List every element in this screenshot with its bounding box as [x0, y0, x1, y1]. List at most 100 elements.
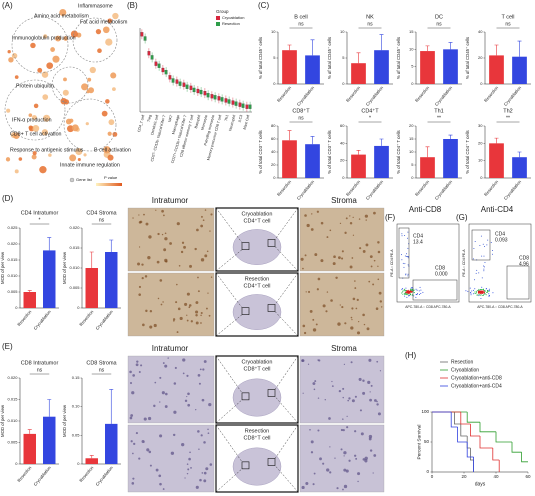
- cell-dot: [378, 291, 382, 295]
- micrograph: [299, 272, 385, 337]
- y-tick-label: 0: [77, 461, 80, 466]
- gene-node: [33, 103, 39, 109]
- event-dot: [416, 289, 418, 291]
- cell-dot: [148, 450, 152, 454]
- gene-node: [43, 114, 51, 122]
- event-dot: [402, 290, 404, 292]
- event-dot: [407, 290, 409, 292]
- image-label: Cryoablation: [242, 359, 273, 365]
- survival-step: [511, 442, 522, 453]
- error-bar: [89, 251, 94, 268]
- error-bar: [356, 149, 361, 155]
- event-dot: [413, 295, 415, 297]
- gene-node: [77, 157, 81, 162]
- x-tick-label: Resection: [483, 179, 500, 197]
- cell-dot: [313, 388, 316, 391]
- cell-dot: [177, 307, 181, 311]
- gene-node: [97, 48, 102, 54]
- cell-dot: [368, 437, 372, 441]
- y-tick-label: 0: [15, 461, 18, 466]
- gene-node: [50, 47, 56, 52]
- survival-step: [495, 431, 512, 443]
- box: [178, 81, 182, 86]
- event-dot: [469, 287, 471, 289]
- bar: [23, 433, 36, 464]
- cell-dot: [341, 305, 344, 309]
- event-dot: [478, 272, 480, 274]
- cell-dot: [320, 259, 324, 263]
- cell-dot: [186, 395, 188, 398]
- event-dot: [484, 290, 486, 292]
- cell-dot: [195, 314, 198, 317]
- event-dot: [402, 262, 404, 264]
- cell-dot: [368, 280, 371, 283]
- legend-title: Group: [216, 9, 229, 14]
- y-axis-label: % of total CD3⁺ T cells: [258, 130, 263, 173]
- event-dot: [478, 288, 480, 290]
- bar: [23, 292, 36, 308]
- x-axis-label: days: [475, 481, 486, 487]
- event-dot: [481, 255, 483, 257]
- event-dot: [404, 235, 406, 237]
- event-dot: [482, 243, 484, 245]
- event-dot: [474, 241, 476, 243]
- error-bar: [448, 134, 453, 139]
- cell-dot: [132, 217, 134, 219]
- cell-dot: [314, 380, 317, 383]
- gene-node: [14, 75, 19, 79]
- cluster-outline: [4, 79, 66, 141]
- cell-dot: [195, 301, 199, 305]
- cell-dot: [186, 374, 189, 377]
- bar: [282, 50, 297, 84]
- cell-dot: [195, 409, 197, 411]
- cell-dot: [359, 247, 362, 250]
- flow-title: Anti-CD4: [481, 205, 514, 214]
- image-label: CD8⁺T cell: [244, 365, 271, 372]
- event-dot: [479, 293, 481, 295]
- legend-label: Cryoablation: [222, 15, 244, 20]
- cell-dot: [141, 440, 145, 444]
- cell-dot: [129, 416, 133, 420]
- cell-dot: [310, 451, 314, 454]
- cell-dot: [131, 391, 135, 395]
- event-dot: [477, 290, 479, 292]
- event-dot: [406, 292, 408, 294]
- cell-dot: [136, 360, 139, 363]
- cell-dot: [196, 228, 199, 232]
- cell-dot: [172, 318, 176, 321]
- y-tick-label: 0.025: [7, 225, 18, 230]
- y-axis-label: MOD of per view: [0, 404, 5, 437]
- cell-dot: [140, 364, 143, 367]
- bar: [374, 145, 389, 178]
- cell-dot: [154, 381, 157, 384]
- event-dot: [479, 245, 481, 247]
- gene-node: [42, 94, 49, 100]
- box: [238, 102, 242, 107]
- box: [143, 36, 147, 41]
- cell-dot: [355, 457, 358, 460]
- cell-dot: [354, 395, 357, 398]
- image-label: Resection: [245, 428, 269, 434]
- error-bar: [109, 239, 114, 252]
- cell-dot: [149, 325, 153, 329]
- gene-node: [110, 72, 117, 79]
- cell-dot: [343, 451, 347, 455]
- bar: [85, 458, 98, 464]
- box: [217, 96, 221, 101]
- cell-dot: [305, 291, 307, 293]
- gene-node: [63, 77, 67, 82]
- cell-dot: [329, 229, 332, 232]
- y-tick-label: 5: [342, 55, 345, 60]
- plot-frame: [468, 223, 532, 303]
- box: [220, 97, 224, 102]
- cell-dot: [331, 385, 334, 388]
- cell-dot: [129, 370, 132, 374]
- cell-dot: [188, 304, 192, 307]
- cell-dot: [376, 400, 378, 403]
- y-axis-label: MOD of per view: [62, 404, 67, 437]
- event-dot: [485, 294, 487, 296]
- event-dot: [401, 259, 403, 261]
- cell-dot: [305, 482, 309, 486]
- plot-frame: [396, 223, 460, 303]
- cell-dot: [312, 483, 315, 486]
